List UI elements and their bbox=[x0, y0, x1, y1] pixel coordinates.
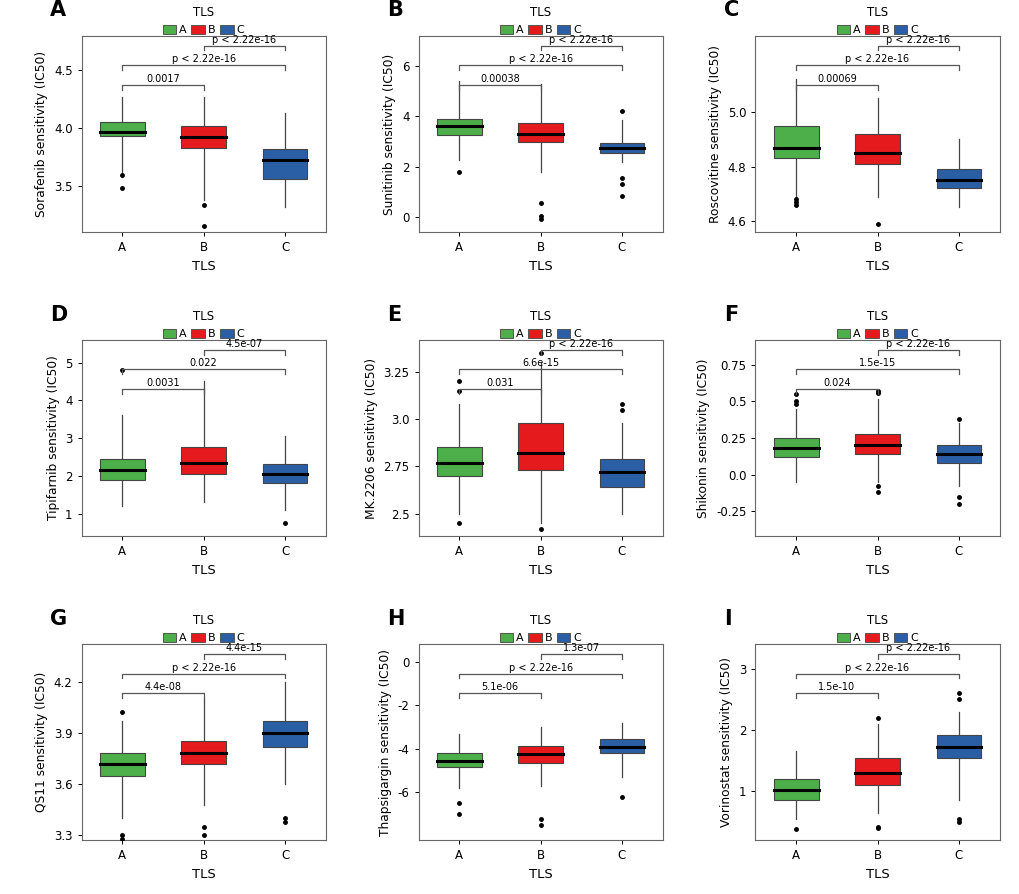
Text: 0.0031: 0.0031 bbox=[146, 378, 179, 388]
Text: 0.00069: 0.00069 bbox=[816, 74, 856, 84]
Legend: A, B, C: A, B, C bbox=[499, 310, 581, 339]
Y-axis label: Vorinostat sensitivity (IC50): Vorinostat sensitivity (IC50) bbox=[719, 657, 733, 827]
Text: H: H bbox=[386, 609, 404, 628]
Text: p < 2.22e-16: p < 2.22e-16 bbox=[171, 662, 235, 672]
Legend: A, B, C: A, B, C bbox=[163, 6, 245, 35]
Text: p < 2.22e-16: p < 2.22e-16 bbox=[212, 35, 276, 45]
X-axis label: TLS: TLS bbox=[528, 259, 552, 273]
Bar bbox=[773, 126, 817, 158]
Text: 1.5e-15: 1.5e-15 bbox=[858, 358, 896, 368]
Y-axis label: QS11 sensitivity (IC50): QS11 sensitivity (IC50) bbox=[36, 672, 48, 813]
Y-axis label: Tipifarnib sensitivity (IC50): Tipifarnib sensitivity (IC50) bbox=[47, 356, 59, 520]
Y-axis label: Sunitinib sensitivity (IC50): Sunitinib sensitivity (IC50) bbox=[383, 54, 396, 215]
X-axis label: TLS: TLS bbox=[528, 868, 552, 881]
Bar bbox=[518, 122, 562, 142]
Bar bbox=[854, 757, 899, 785]
Text: 0.031: 0.031 bbox=[486, 378, 514, 388]
Bar bbox=[599, 143, 644, 153]
Legend: A, B, C: A, B, C bbox=[499, 6, 581, 35]
Legend: A, B, C: A, B, C bbox=[836, 614, 917, 644]
Text: 0.00038: 0.00038 bbox=[480, 74, 520, 84]
Bar bbox=[436, 119, 481, 135]
Text: p < 2.22e-16: p < 2.22e-16 bbox=[845, 55, 909, 64]
Bar bbox=[100, 459, 145, 479]
Text: p < 2.22e-16: p < 2.22e-16 bbox=[508, 662, 572, 672]
Y-axis label: Thapsigargin sensitivity (IC50): Thapsigargin sensitivity (IC50) bbox=[379, 649, 391, 836]
Bar bbox=[263, 721, 307, 746]
Bar bbox=[100, 122, 145, 136]
X-axis label: TLS: TLS bbox=[865, 868, 889, 881]
Text: F: F bbox=[723, 305, 737, 325]
Y-axis label: Shikonin sensitivity (IC50): Shikonin sensitivity (IC50) bbox=[697, 358, 710, 518]
Text: I: I bbox=[723, 609, 731, 628]
Bar bbox=[773, 779, 817, 800]
Legend: A, B, C: A, B, C bbox=[836, 310, 917, 339]
Text: p < 2.22e-16: p < 2.22e-16 bbox=[886, 35, 950, 45]
Bar bbox=[181, 741, 226, 763]
Bar bbox=[518, 423, 562, 470]
Bar bbox=[518, 746, 562, 763]
Text: G: G bbox=[50, 609, 67, 628]
Text: p < 2.22e-16: p < 2.22e-16 bbox=[548, 35, 612, 45]
Legend: A, B, C: A, B, C bbox=[163, 310, 245, 339]
Text: 1.3e-07: 1.3e-07 bbox=[562, 643, 599, 653]
Legend: A, B, C: A, B, C bbox=[836, 6, 917, 35]
Bar bbox=[854, 434, 899, 454]
X-axis label: TLS: TLS bbox=[192, 564, 215, 577]
Text: p < 2.22e-16: p < 2.22e-16 bbox=[508, 55, 572, 64]
Text: p < 2.22e-16: p < 2.22e-16 bbox=[171, 55, 235, 64]
Text: B: B bbox=[386, 0, 403, 21]
Bar bbox=[181, 126, 226, 148]
X-axis label: TLS: TLS bbox=[192, 868, 215, 881]
Text: 0.0017: 0.0017 bbox=[146, 74, 179, 84]
Legend: A, B, C: A, B, C bbox=[499, 614, 581, 644]
Text: A: A bbox=[50, 0, 66, 21]
Y-axis label: Sorafenib sensitivity (IC50): Sorafenib sensitivity (IC50) bbox=[36, 51, 48, 217]
Text: p < 2.22e-16: p < 2.22e-16 bbox=[886, 643, 950, 653]
Text: p < 2.22e-16: p < 2.22e-16 bbox=[886, 339, 950, 349]
Text: 4.5e-07: 4.5e-07 bbox=[225, 339, 263, 349]
Text: D: D bbox=[50, 305, 67, 325]
Text: p < 2.22e-16: p < 2.22e-16 bbox=[548, 339, 612, 349]
Bar bbox=[181, 448, 226, 474]
Legend: A, B, C: A, B, C bbox=[163, 614, 245, 644]
Bar bbox=[854, 134, 899, 164]
Bar bbox=[100, 754, 145, 775]
Bar bbox=[436, 753, 481, 767]
Bar bbox=[263, 465, 307, 484]
Text: 1.5e-10: 1.5e-10 bbox=[817, 682, 855, 692]
Bar bbox=[599, 739, 644, 753]
Bar bbox=[436, 448, 481, 476]
Text: 0.022: 0.022 bbox=[190, 358, 217, 368]
Bar bbox=[773, 438, 817, 457]
Text: C: C bbox=[723, 0, 738, 21]
Bar bbox=[263, 149, 307, 179]
X-axis label: TLS: TLS bbox=[865, 259, 889, 273]
X-axis label: TLS: TLS bbox=[865, 564, 889, 577]
Text: 5.1e-06: 5.1e-06 bbox=[481, 682, 518, 692]
X-axis label: TLS: TLS bbox=[192, 259, 215, 273]
Text: E: E bbox=[386, 305, 400, 325]
Text: 4.4e-08: 4.4e-08 bbox=[145, 682, 181, 692]
Text: 6.6e-15: 6.6e-15 bbox=[522, 358, 558, 368]
Bar bbox=[935, 735, 980, 757]
Y-axis label: Roscovitine sensitivity (IC50): Roscovitine sensitivity (IC50) bbox=[708, 45, 721, 223]
Y-axis label: MK.2206 sensitivity (IC50): MK.2206 sensitivity (IC50) bbox=[365, 358, 377, 519]
Bar bbox=[935, 445, 980, 463]
Text: 0.024: 0.024 bbox=[822, 378, 850, 388]
Text: 4.4e-15: 4.4e-15 bbox=[225, 643, 263, 653]
Bar bbox=[599, 459, 644, 487]
Bar bbox=[935, 169, 980, 189]
Text: p < 2.22e-16: p < 2.22e-16 bbox=[845, 662, 909, 672]
X-axis label: TLS: TLS bbox=[528, 564, 552, 577]
